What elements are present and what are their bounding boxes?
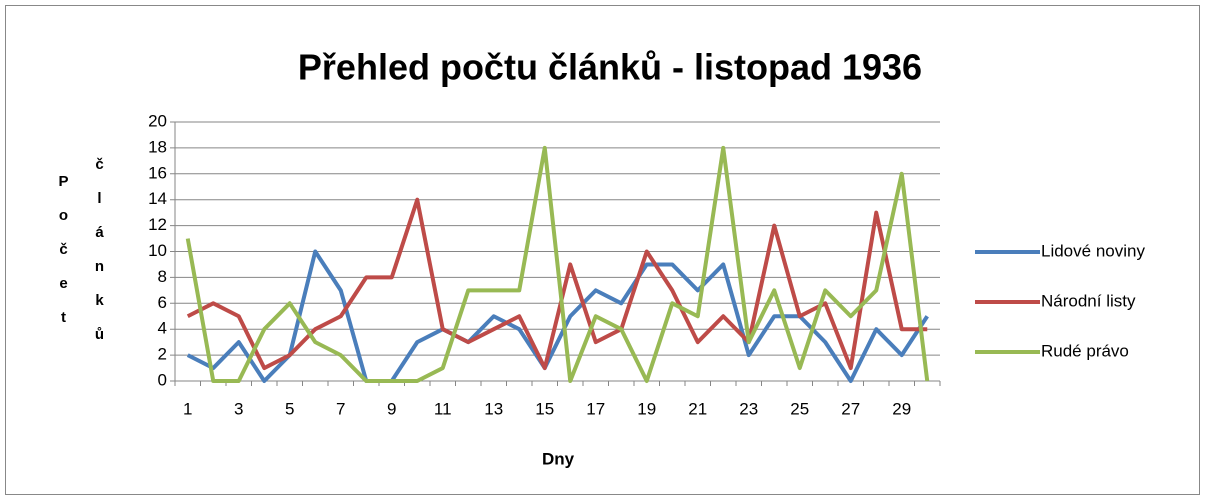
y-tick-label: 4: [158, 319, 167, 338]
x-tick-label: 21: [688, 399, 707, 418]
x-tick-label: 27: [841, 399, 860, 418]
y-tick-label: 18: [148, 137, 167, 156]
x-tick-label: 25: [790, 399, 809, 418]
y-tick-label: 2: [158, 345, 167, 364]
y-tick-label: 0: [158, 370, 167, 389]
x-tick-label: 15: [535, 399, 554, 418]
y-tick-label: 6: [158, 293, 167, 312]
chart-title: Přehled počtu článků - listopad 1936: [298, 47, 922, 88]
data-line: [186, 249, 929, 383]
x-tick-label: 7: [336, 399, 345, 418]
y-tick-label: 10: [148, 241, 167, 260]
y-tick-label: 16: [148, 163, 167, 182]
x-tick-label: 23: [739, 399, 758, 418]
x-tick-label: 17: [586, 399, 605, 418]
y-tick-label: 14: [148, 189, 167, 208]
x-tick-label: 3: [234, 399, 243, 418]
y-tick-label: 8: [158, 267, 167, 286]
legend-label: Národní listy: [1041, 291, 1136, 310]
x-tick-label: 1: [183, 399, 192, 418]
x-tick-label: 5: [285, 399, 294, 418]
y-tick-label: 12: [148, 215, 167, 234]
x-tick-label: 11: [434, 399, 452, 418]
legend-label: Lidové noviny: [1041, 241, 1145, 260]
x-tick-label: 9: [387, 399, 396, 418]
y-tick-label: 20: [148, 111, 167, 130]
y-axis-label: Počet článků: [55, 155, 108, 360]
legend-label: Rudé právo: [1041, 341, 1129, 360]
x-tick-label: 29: [892, 399, 911, 418]
x-axis-label: Dny: [542, 449, 575, 468]
x-tick-label: 13: [484, 399, 503, 418]
data-line: [185, 145, 930, 383]
x-tick-label: 19: [637, 399, 656, 418]
